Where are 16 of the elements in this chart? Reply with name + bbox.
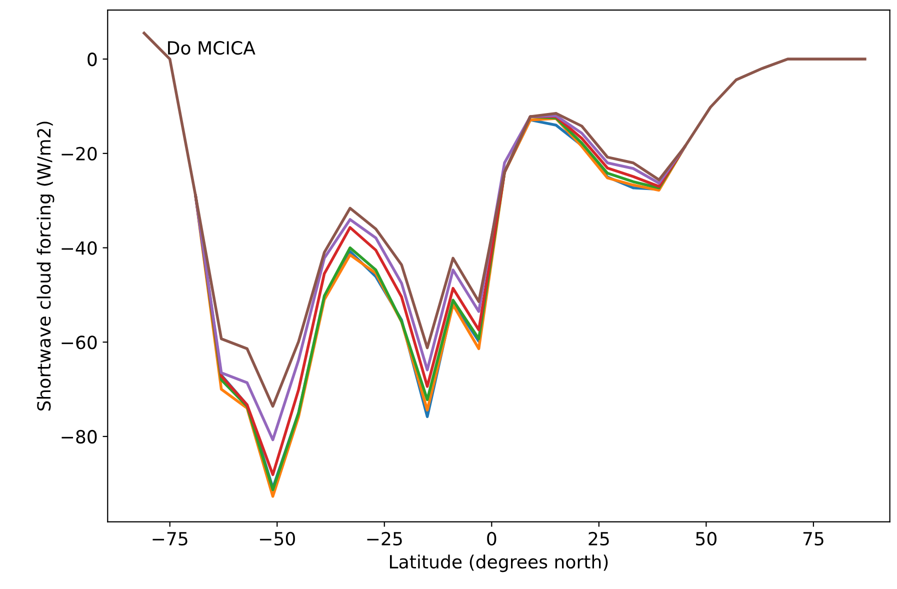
y-tick-label: −60 [62, 336, 97, 350]
x-tick-label: −75 [152, 532, 188, 546]
x-tick-label: 25 [588, 532, 609, 546]
line-series [142, 32, 866, 408]
y-tick-label: −80 [62, 430, 97, 444]
y-tick-label: −20 [62, 146, 97, 161]
x-tick-label: 50 [696, 532, 716, 546]
annotation: Do MCICA [168, 41, 256, 55]
x-tick-label: 0 [487, 532, 496, 546]
x-tick-label: −25 [367, 532, 402, 546]
x-tick-label: 75 [803, 532, 824, 546]
x-tick-label: −50 [260, 532, 295, 546]
y-tick-label: 0 [88, 52, 97, 66]
y-tick-label: −40 [62, 241, 97, 255]
y-axis-title: Shortwave cloud forcing (W/m2) [36, 122, 54, 411]
x-axis-title: Latitude (degrees north) [390, 554, 608, 572]
